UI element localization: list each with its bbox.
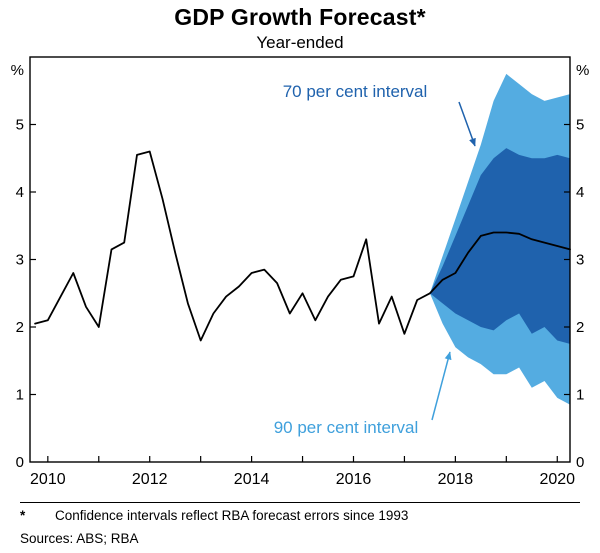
footnote-text: Confidence intervals reflect RBA forecas… <box>55 508 409 523</box>
sources-line: Sources: ABS; RBA <box>20 531 139 546</box>
unit-left: % <box>11 62 24 79</box>
band-70-per-cent <box>429 148 570 344</box>
svg-text:1: 1 <box>16 387 24 404</box>
svg-text:3: 3 <box>16 252 24 269</box>
x-axis-labels: 2010 2012 2014 2016 2018 2020 <box>30 471 575 488</box>
annotation-70-per-cent-interval: 70 per cent interval <box>283 82 476 147</box>
svg-text:70 per cent interval: 70 per cent interval <box>283 82 428 101</box>
svg-text:2010: 2010 <box>30 471 66 488</box>
svg-text:1: 1 <box>576 387 584 404</box>
svg-text:5: 5 <box>16 117 24 134</box>
svg-text:4: 4 <box>576 184 584 201</box>
annotation-90-per-cent-interval: 90 per cent interval <box>274 351 452 437</box>
svg-text:2: 2 <box>16 319 24 336</box>
svg-text:2016: 2016 <box>336 471 372 488</box>
svg-text:2014: 2014 <box>234 471 270 488</box>
footnote-separator <box>20 502 580 503</box>
svg-text:5: 5 <box>576 117 584 134</box>
svg-text:2: 2 <box>576 319 584 336</box>
axes <box>29 56 571 463</box>
svg-text:2012: 2012 <box>132 471 168 488</box>
svg-text:2020: 2020 <box>539 471 575 488</box>
gdp-growth-forecast-chart: 0 0 1 1 2 2 3 3 4 4 5 5% % 2010 2012 2014 2016 2018 2020 70… <box>11 56 590 488</box>
gdp-growth-line <box>34 150 571 342</box>
chart-subtitle: Year-ended <box>256 33 344 52</box>
unit-right: % <box>576 62 589 79</box>
svg-text:90 per cent interval: 90 per cent interval <box>274 418 419 437</box>
chart-title: GDP Growth Forecast* <box>174 4 426 30</box>
y-axis-labels: 0 0 1 1 2 2 3 3 4 4 5 5%% <box>11 62 590 471</box>
footnote-marker: * <box>20 508 26 523</box>
svg-text:2018: 2018 <box>438 471 474 488</box>
svg-text:0: 0 <box>16 454 24 471</box>
svg-text:3: 3 <box>576 252 584 269</box>
svg-text:0: 0 <box>576 454 584 471</box>
footnote: * Confidence intervals reflect RBA forec… <box>20 508 408 523</box>
svg-text:4: 4 <box>16 184 24 201</box>
